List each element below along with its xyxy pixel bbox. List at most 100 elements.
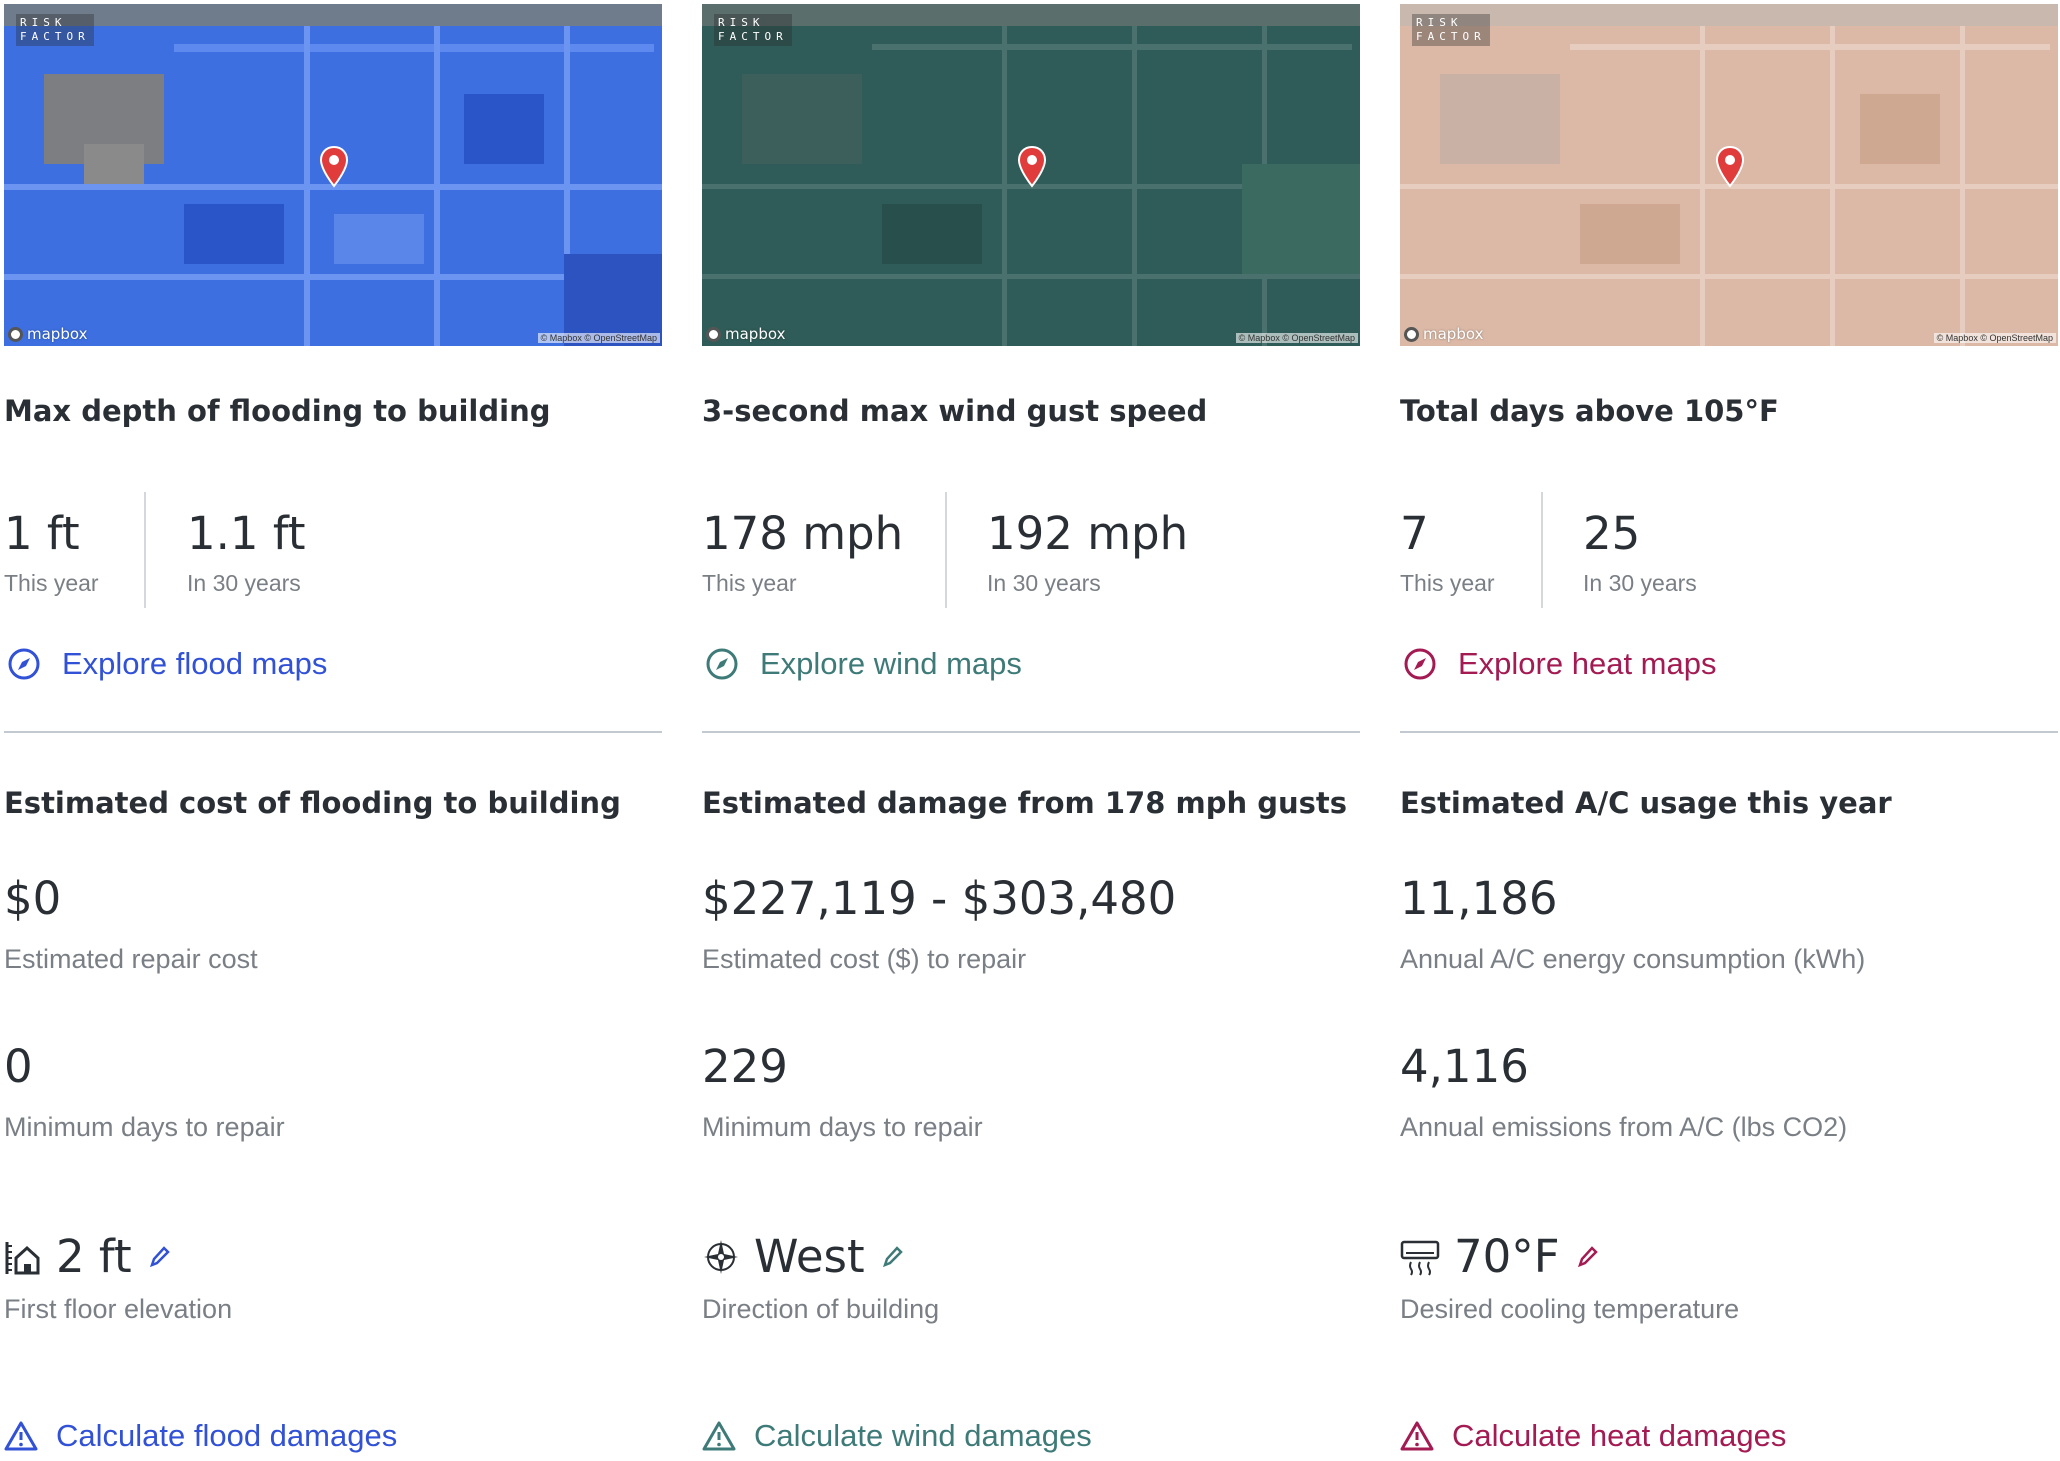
explore-label: Explore wind maps (760, 646, 1022, 681)
metric-stats: 1 ft This year 1.1 ft In 30 years (4, 492, 662, 608)
elevation-value: 2 ft (56, 1230, 132, 1283)
mapbox-logo-icon (1404, 326, 1419, 342)
wind-map[interactable]: RISK FACTOR mapbox © Mapbox © OpenStreet… (702, 4, 1360, 346)
calculate-wind-damages-link[interactable]: Calculate wind damages (702, 1416, 1092, 1456)
current-value: 1 ft (4, 507, 80, 560)
map-pin-icon (319, 146, 349, 188)
edit-pencil-icon[interactable] (146, 1244, 172, 1270)
mapbox-logo-text: mapbox (27, 325, 88, 343)
section-divider (702, 731, 1360, 733)
energy-consumption-label: Annual A/C energy consumption (kWh) (1400, 944, 1866, 974)
metric-title: Max depth of flooding to building (4, 394, 551, 428)
temperature-value: 70°F (1454, 1230, 1560, 1283)
current-label: This year (4, 570, 99, 596)
current-label: This year (702, 570, 797, 596)
repair-cost-label: Estimated repair cost (4, 944, 258, 974)
repair-days-value: 0 (4, 1040, 33, 1093)
metric-stats: 178 mph This year 192 mph In 30 years (702, 492, 1360, 608)
first-floor-elevation-setting[interactable]: 2 ft (4, 1230, 172, 1283)
current-label: This year (1400, 570, 1495, 596)
future-label: In 30 years (987, 570, 1101, 596)
warning-icon (4, 1416, 38, 1456)
calculate-label: Calculate flood damages (56, 1418, 398, 1453)
calculate-label: Calculate heat damages (1452, 1418, 1787, 1453)
current-stat: 178 mph This year (702, 492, 903, 608)
section-divider (4, 731, 662, 733)
map-attribution[interactable]: © Mapbox © OpenStreetMap (537, 333, 660, 343)
repair-cost-value: $227,119 - $303,480 (702, 872, 1177, 925)
calculate-heat-damages-link[interactable]: Calculate heat damages (1400, 1416, 1786, 1456)
compass-rose-icon (704, 1239, 738, 1274)
stat-divider (1541, 492, 1543, 608)
calculate-label: Calculate wind damages (754, 1418, 1092, 1453)
section-title: Estimated cost of flooding to building (4, 786, 621, 820)
explore-heat-maps-link[interactable]: Explore heat maps (1400, 644, 1716, 684)
warning-icon (702, 1416, 736, 1456)
direction-label: Direction of building (702, 1294, 940, 1324)
future-value: 192 mph (987, 507, 1189, 560)
heat-map[interactable]: RISK FACTOR mapbox © Mapbox © OpenStreet… (1400, 4, 2058, 346)
edit-pencil-icon[interactable] (1574, 1244, 1600, 1270)
explore-label: Explore heat maps (1458, 646, 1717, 681)
future-label: In 30 years (1583, 570, 1697, 596)
cooling-temperature-setting[interactable]: 70°F (1400, 1230, 1600, 1283)
temperature-label: Desired cooling temperature (1400, 1294, 1740, 1324)
current-stat: 1 ft This year (4, 492, 99, 608)
future-value: 1.1 ft (187, 507, 306, 560)
energy-consumption-value: 11,186 (1400, 872, 1558, 925)
mapbox-logo: mapbox (1404, 325, 1483, 343)
future-stat: 25 In 30 years (1583, 492, 1697, 608)
section-divider (1400, 731, 2058, 733)
map-attribution[interactable]: © Mapbox © OpenStreetMap (1933, 333, 2056, 343)
explore-wind-maps-link[interactable]: Explore wind maps (702, 644, 1022, 684)
mapbox-logo-icon (706, 326, 721, 342)
repair-days-value: 229 (702, 1040, 788, 1093)
repair-days-label: Minimum days to repair (702, 1112, 983, 1142)
compass-icon (1400, 644, 1440, 684)
map-attribution[interactable]: © Mapbox © OpenStreetMap (1235, 333, 1358, 343)
stat-divider (945, 492, 947, 608)
explore-label: Explore flood maps (62, 646, 328, 681)
flood-map[interactable]: RISK FACTOR mapbox © Mapbox © OpenStreet… (4, 4, 662, 346)
wind-map-tiles (702, 4, 1360, 346)
metric-title: 3-second max wind gust speed (702, 394, 1208, 428)
emissions-label: Annual emissions from A/C (lbs CO2) (1400, 1112, 1848, 1142)
mapbox-logo-text: mapbox (1423, 325, 1484, 343)
mapbox-logo-text: mapbox (725, 325, 786, 343)
building-direction-setting[interactable]: West (702, 1230, 905, 1283)
compass-icon (4, 644, 44, 684)
risk-factor-logo: RISK FACTOR (16, 14, 94, 46)
metric-stats: 7 This year 25 In 30 years (1400, 492, 2058, 608)
explore-flood-maps-link[interactable]: Explore flood maps (4, 644, 327, 684)
current-value: 178 mph (702, 507, 904, 560)
flood-column: RISK FACTOR mapbox © Mapbox © OpenStreet… (4, 4, 662, 1461)
repair-cost-label: Estimated cost ($) to repair (702, 944, 1027, 974)
future-label: In 30 years (187, 570, 301, 596)
repair-days-label: Minimum days to repair (4, 1112, 285, 1142)
warning-icon (1400, 1416, 1434, 1456)
metric-title: Total days above 105°F (1400, 394, 1779, 428)
risk-factor-logo: RISK FACTOR (1412, 14, 1490, 46)
emissions-value: 4,116 (1400, 1040, 1529, 1093)
future-stat: 192 mph In 30 years (987, 492, 1188, 608)
risk-factor-logo: RISK FACTOR (714, 14, 792, 46)
section-title: Estimated A/C usage this year (1400, 786, 1892, 820)
wind-column: RISK FACTOR mapbox © Mapbox © OpenStreet… (702, 4, 1360, 1461)
mapbox-logo-icon (8, 326, 23, 342)
stat-divider (144, 492, 146, 608)
section-title: Estimated damage from 178 mph gusts (702, 786, 1347, 820)
compass-icon (702, 644, 742, 684)
edit-pencil-icon[interactable] (879, 1244, 905, 1270)
mapbox-logo: mapbox (706, 325, 785, 343)
current-stat: 7 This year (1400, 492, 1495, 608)
map-pin-icon (1017, 146, 1047, 188)
repair-cost-value: $0 (4, 872, 62, 925)
mapbox-logo: mapbox (8, 325, 87, 343)
direction-value: West (754, 1230, 865, 1283)
air-conditioner-icon (1400, 1240, 1440, 1276)
house-elevation-icon (5, 1241, 40, 1274)
calculate-flood-damages-link[interactable]: Calculate flood damages (4, 1416, 397, 1456)
elevation-label: First floor elevation (4, 1294, 233, 1324)
current-value: 7 (1400, 507, 1429, 560)
flood-map-tiles (4, 4, 662, 346)
